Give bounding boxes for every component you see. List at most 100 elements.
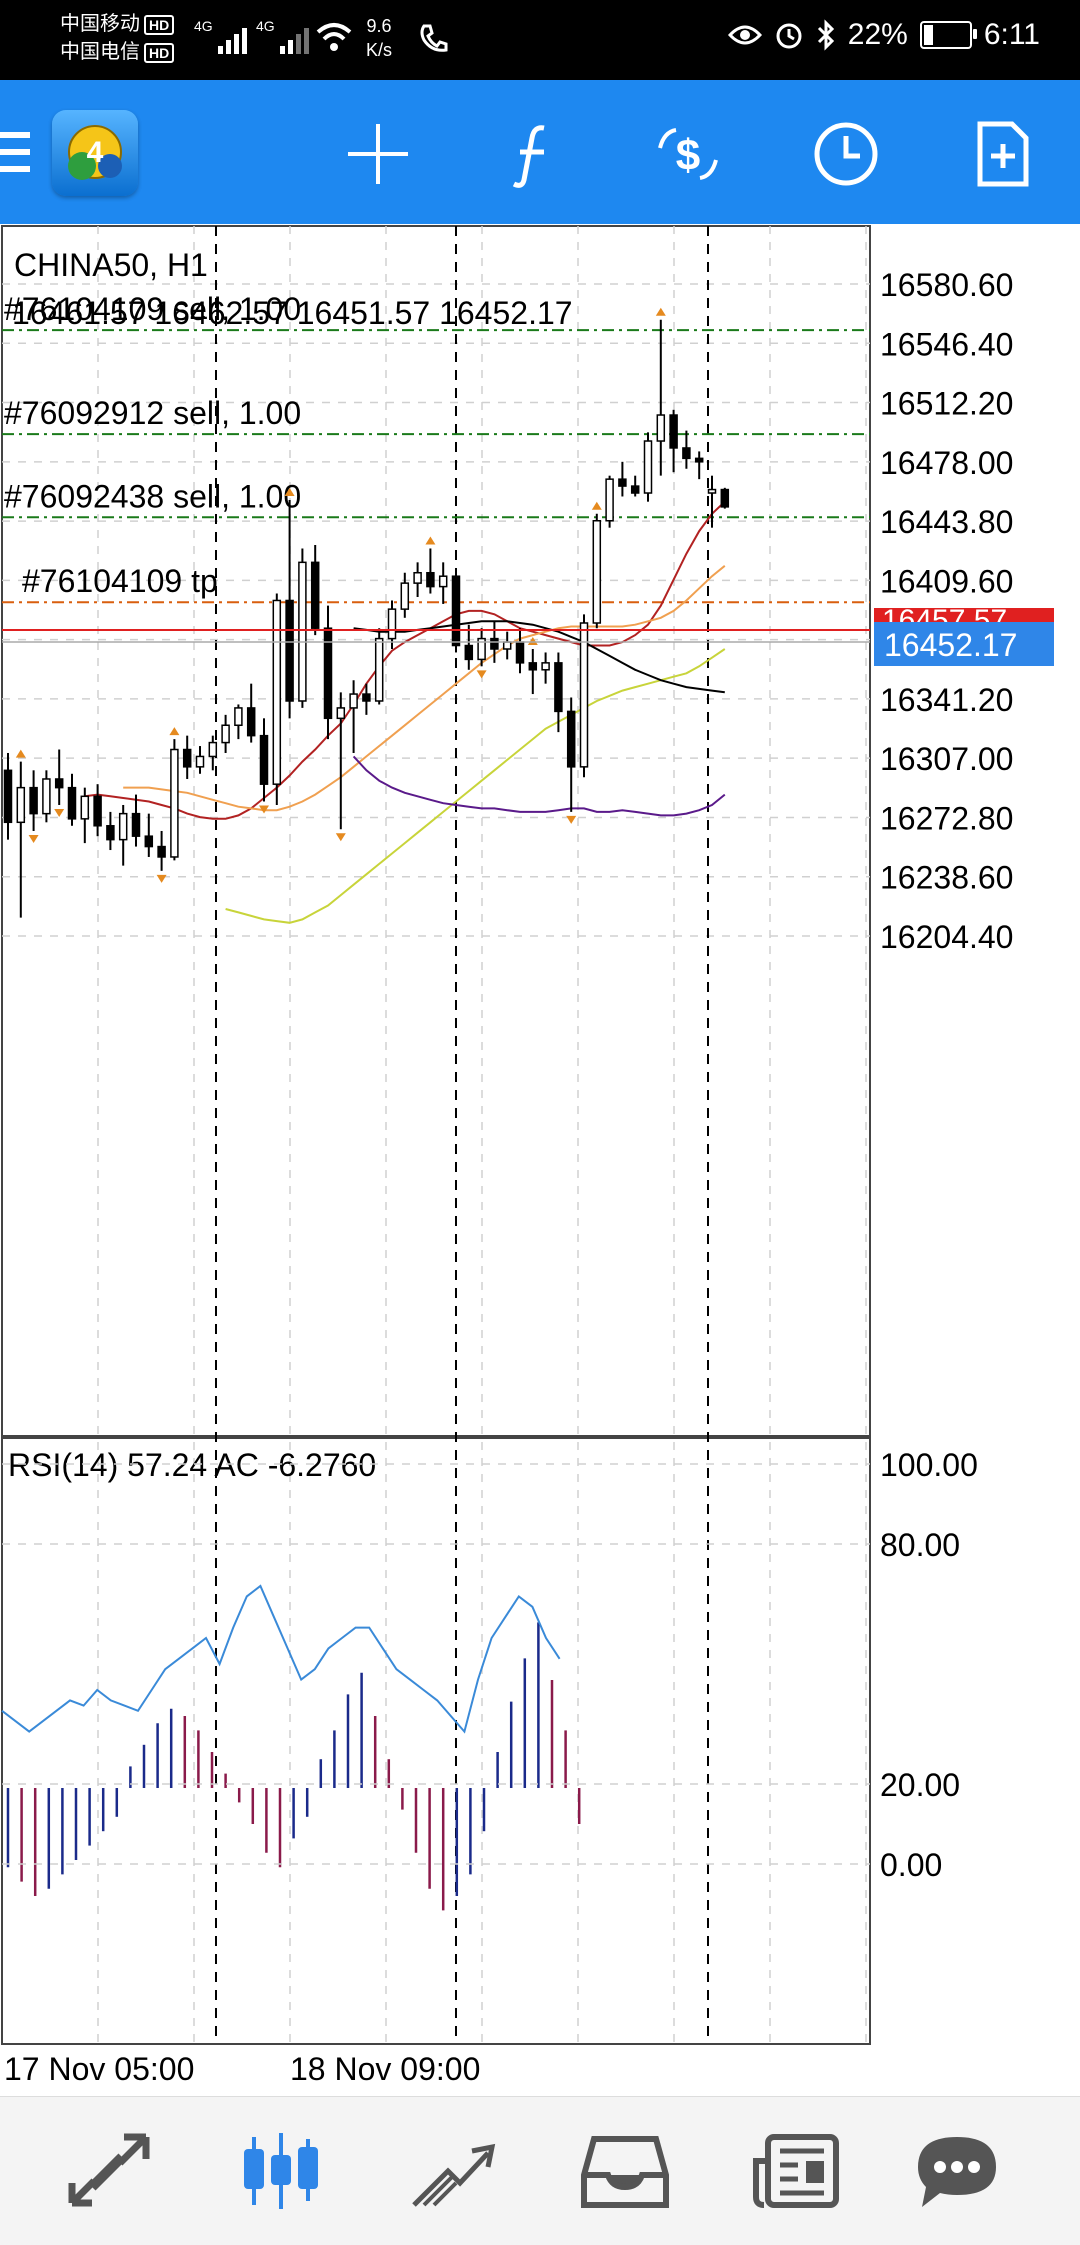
moving-average-line (123, 565, 726, 812)
fractal-up-marker (284, 487, 295, 496)
candle-body (80, 795, 90, 820)
chart-candles-icon[interactable] (236, 2131, 326, 2211)
price-tick-label: 16307.00 (880, 741, 1013, 777)
bluetooth-icon (817, 19, 834, 51)
function-icon[interactable] (498, 118, 570, 190)
candle-body (118, 812, 128, 841)
candle-body (605, 478, 614, 522)
chat-icon[interactable] (912, 2131, 1002, 2211)
candle-body (3, 769, 13, 824)
signal-icon: 4G (256, 18, 309, 54)
trade-dollar-icon[interactable]: $ (652, 118, 724, 190)
candle-body (144, 835, 154, 848)
candle-body (298, 561, 307, 702)
menu-icon[interactable] (0, 132, 30, 172)
candle-body (131, 812, 141, 837)
candle-body (29, 786, 38, 815)
candle-body (643, 440, 653, 494)
indicator-pane-frame (1, 1437, 871, 2045)
price-tick-label: 16546.40 (880, 326, 1013, 362)
ohlc-label: 16461.57 16462.57 16451.57 16452.17 (12, 295, 573, 331)
candle-body (490, 637, 499, 650)
candle-body (310, 561, 320, 629)
candle-body (464, 644, 474, 661)
fractal-down-marker (335, 833, 346, 842)
fractal-up-marker (425, 536, 436, 545)
battery-percent: 22% (847, 18, 908, 51)
chart-canvas[interactable]: #76104109 sell, 1.00 #76092912 sell, 1.00… (0, 224, 1080, 2104)
price-tick-label: 16341.20 (880, 682, 1013, 718)
price-tick-label: 16204.40 (880, 919, 1013, 955)
time-label-2: 18 Nov 09:00 (290, 2051, 480, 2087)
price-tick-label: 16512.20 (880, 386, 1013, 422)
moving-average-line (225, 648, 726, 924)
metatrader-logo[interactable]: 4 (52, 110, 138, 196)
fractal-up-marker (15, 749, 26, 758)
clock-time: 6:11 (983, 18, 1040, 51)
candle-body (182, 748, 192, 768)
order-line-label: #76104109 tp (22, 563, 218, 599)
candle-body (93, 795, 102, 827)
candle-body (106, 825, 115, 841)
price-tick-label: 16409.60 (880, 563, 1013, 599)
fractal-up-marker (169, 727, 180, 736)
candle-body (579, 622, 589, 768)
quotes-arrows-icon[interactable] (64, 2131, 154, 2211)
call-icon (420, 24, 448, 52)
fractal-down-marker (156, 874, 167, 883)
candle-body (387, 608, 397, 640)
candle-body (669, 414, 678, 449)
price-tick-label: 16272.80 (880, 800, 1013, 836)
candle-body (234, 707, 243, 727)
indicator-tick-label: 20.00 (880, 1767, 960, 1803)
carrier-1: 中国移动 (60, 13, 140, 35)
bid-price-label: 16452.17 (884, 627, 1017, 663)
new-document-icon[interactable] (966, 118, 1038, 190)
candle-body (515, 641, 525, 664)
news-icon[interactable] (752, 2131, 842, 2211)
wifi-icon (316, 23, 352, 51)
candle-body (630, 485, 640, 494)
hd-badge: HD (144, 43, 175, 63)
indicator-tick-label: 0.00 (880, 1847, 942, 1883)
fractal-up-marker (655, 307, 666, 316)
crosshair-icon[interactable] (342, 118, 414, 190)
candle-body (426, 571, 435, 588)
candle-body (541, 662, 550, 671)
candle-body (618, 478, 627, 487)
candle-body (16, 786, 26, 824)
order-line-label: #76092912 sell, 1.00 (4, 395, 301, 431)
candle-body (208, 741, 218, 758)
fractal-down-marker (28, 834, 39, 843)
hd-badge: HD (144, 15, 175, 35)
eye-icon (727, 25, 762, 45)
bottom-navigation (0, 2096, 1080, 2245)
price-pane-frame (1, 225, 871, 1437)
battery-icon (919, 21, 977, 49)
candle-body (438, 575, 448, 588)
candle-body (413, 571, 422, 584)
trade-icon[interactable] (408, 2131, 498, 2211)
candle-body (528, 662, 538, 671)
order-line-label: #76104109 sell, 1.00 (4, 291, 301, 327)
fractal-down-marker (54, 808, 65, 817)
fractal-down-marker (259, 805, 269, 814)
svg-text:$: $ (676, 131, 700, 180)
candle-body (592, 519, 602, 624)
logo-number: 4 (87, 136, 104, 169)
fractal-down-marker (566, 815, 577, 824)
rsi-line (1, 1584, 561, 1734)
chart-area[interactable]: #76104109 sell, 1.00 #76092912 sell, 1.00… (0, 224, 1080, 2104)
carrier-info: 中国移动 HD 中国电信 HD (60, 10, 175, 66)
candle-body (720, 488, 730, 508)
candle-body (451, 575, 461, 647)
indicator-tick-label: 80.00 (880, 1527, 960, 1563)
fractal-up-marker (591, 501, 602, 510)
history-inbox-icon[interactable] (580, 2131, 670, 2211)
clock-icon[interactable] (810, 118, 882, 190)
bid-price-tag (874, 622, 1054, 666)
candle-body (477, 637, 486, 661)
price-tick-label: 16443.80 (880, 504, 1013, 540)
app-toolbar: 4 $ (0, 80, 1080, 224)
signal-icon: 4G (194, 18, 247, 54)
